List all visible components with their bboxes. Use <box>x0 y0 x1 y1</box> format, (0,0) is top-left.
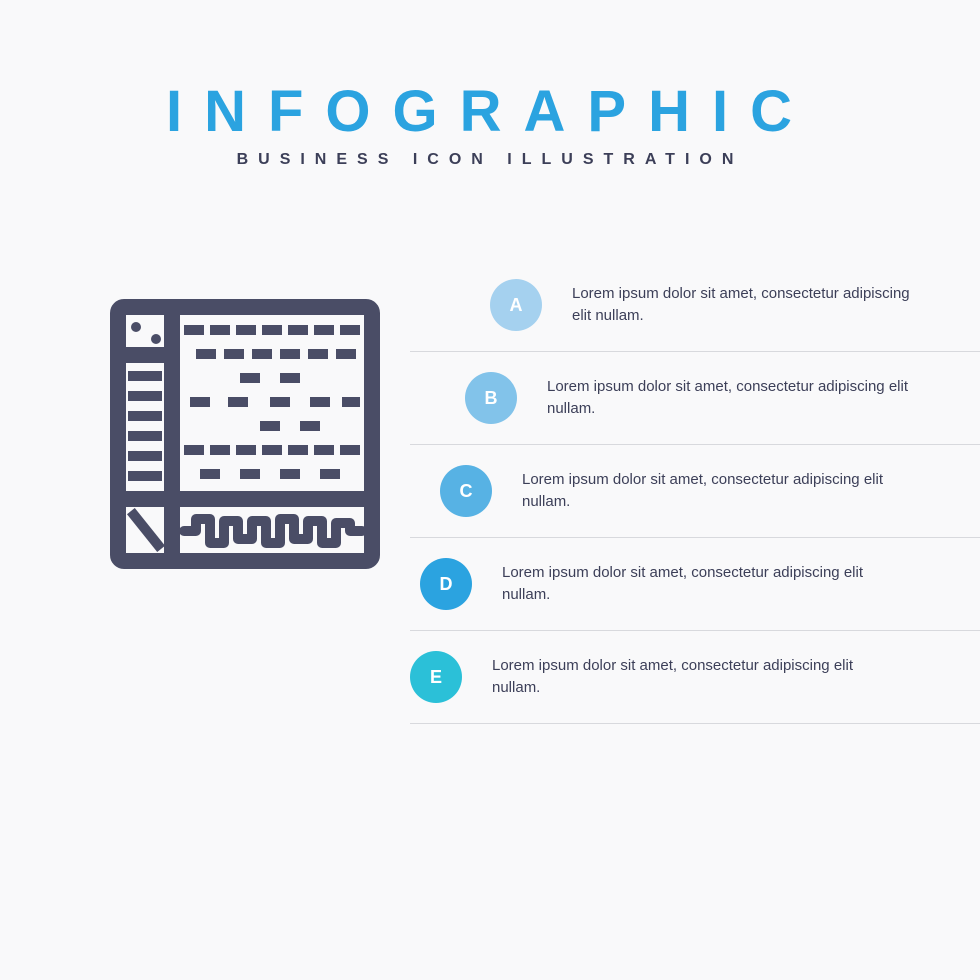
steps-list: A Lorem ipsum dolor sit amet, consectetu… <box>410 259 980 724</box>
step-badge-d: D <box>420 558 472 610</box>
header: INFOGRAPHIC BUSINESS ICON ILLUSTRATION <box>0 0 980 169</box>
step-badge-c: C <box>440 465 492 517</box>
step-badge-a: A <box>490 279 542 331</box>
ableton-sequencer-icon <box>110 299 380 574</box>
step-c: C Lorem ipsum dolor sit amet, consectetu… <box>410 445 980 538</box>
step-b: B Lorem ipsum dolor sit amet, consectetu… <box>410 352 980 445</box>
page-subtitle: BUSINESS ICON ILLUSTRATION <box>0 151 980 169</box>
step-text-e: Lorem ipsum dolor sit amet, consectetur … <box>492 655 872 700</box>
step-text-d: Lorem ipsum dolor sit amet, consectetur … <box>502 562 882 607</box>
page-title: INFOGRAPHIC <box>0 78 980 145</box>
step-badge-e: E <box>410 651 462 703</box>
content: A Lorem ipsum dolor sit amet, consectetu… <box>0 299 980 724</box>
step-text-b: Lorem ipsum dolor sit amet, consectetur … <box>547 376 920 421</box>
step-a: A Lorem ipsum dolor sit amet, consectetu… <box>410 259 980 352</box>
step-badge-b: B <box>465 372 517 424</box>
step-e: E Lorem ipsum dolor sit amet, consectetu… <box>410 631 980 724</box>
step-d: D Lorem ipsum dolor sit amet, consectetu… <box>410 538 980 631</box>
step-text-a: Lorem ipsum dolor sit amet, consectetur … <box>572 283 920 328</box>
step-text-c: Lorem ipsum dolor sit amet, consectetur … <box>522 469 902 514</box>
